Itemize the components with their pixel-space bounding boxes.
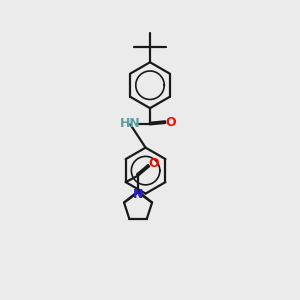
Text: N: N xyxy=(133,188,143,201)
Text: O: O xyxy=(148,157,159,170)
Text: O: O xyxy=(165,116,176,129)
Text: HN: HN xyxy=(120,117,141,130)
